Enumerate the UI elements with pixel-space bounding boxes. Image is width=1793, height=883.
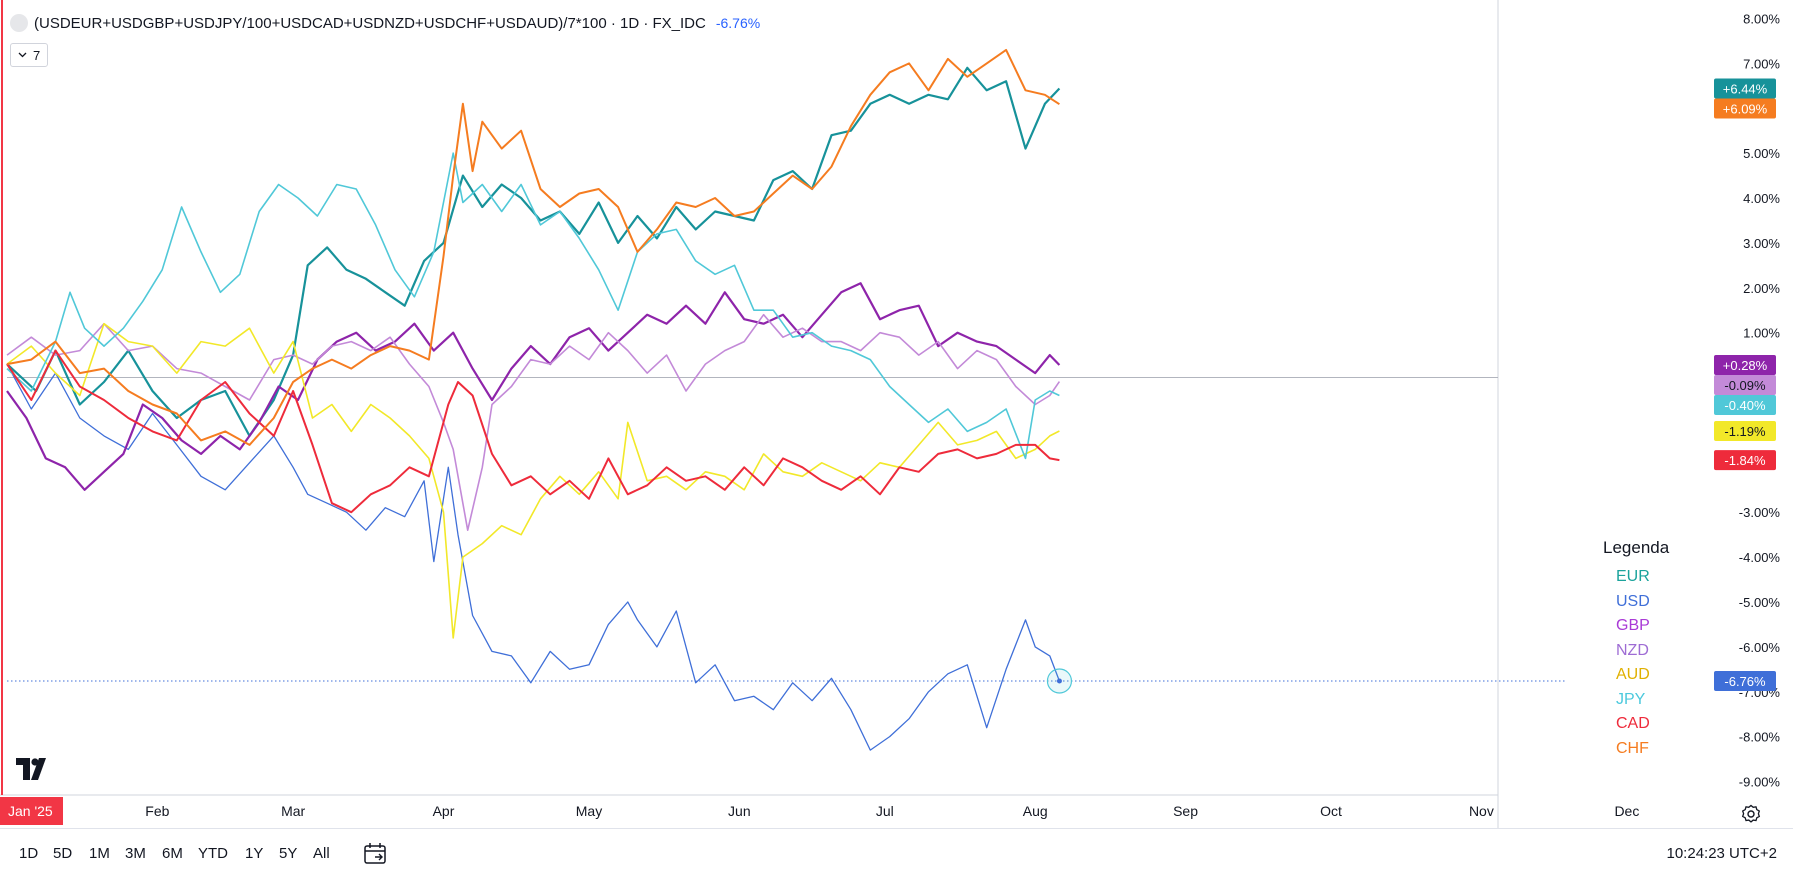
y-tick-label: 5.00% [1743, 146, 1780, 161]
last-value-badge-chf [1714, 98, 1776, 119]
range-button-1m[interactable]: 1M [89, 845, 110, 862]
range-button-1d[interactable]: 1D [19, 845, 39, 862]
x-tick-label: Jul [876, 803, 894, 819]
y-tick-label: -8.00% [1739, 730, 1781, 745]
series-line-aud[interactable] [6, 322, 1060, 639]
x-tick-label: May [576, 803, 602, 819]
chart-change: -6.76% [715, 15, 761, 31]
legend-item-cad: CAD [1616, 715, 1650, 732]
last-value-badge-label: -0.40% [1724, 398, 1766, 413]
last-value-badge-label: +6.44% [1723, 81, 1768, 96]
y-tick-label: -3.00% [1739, 505, 1781, 520]
y-tick-label: -6.00% [1739, 640, 1781, 655]
series-line-nzd[interactable] [6, 313, 1061, 531]
y-tick-label: 8.00% [1743, 11, 1780, 26]
legend-item-jpy: JPY [1616, 690, 1646, 708]
tradingview-logo-icon[interactable] [16, 758, 54, 780]
last-value-badge-gbp [1714, 354, 1776, 375]
legend-item-gbp: GBP [1616, 617, 1650, 634]
series-line-eur[interactable] [6, 66, 1061, 437]
last-value-badge-label: -1.84% [1724, 453, 1766, 468]
last-value-badge-label: +6.09% [1723, 101, 1768, 116]
y-tick-label: -4.00% [1739, 550, 1781, 565]
y-tick-label: -9.00% [1739, 775, 1781, 790]
legend-title: Legenda [1603, 538, 1670, 557]
last-value-badge-eur [1714, 78, 1776, 99]
crosshair-dot [1056, 678, 1062, 684]
last-value-badge-label: -6.76% [1724, 674, 1766, 689]
y-tick-label: 4.00% [1743, 191, 1780, 206]
range-button-3m[interactable]: 3M [125, 845, 146, 862]
last-value-badge-label: -0.09% [1724, 378, 1766, 393]
x-tick-label: Aug [1023, 803, 1048, 819]
x-tick-label: Sep [1173, 803, 1198, 819]
series-line-jpy[interactable] [6, 152, 1060, 460]
last-value-badge-nzd [1714, 374, 1776, 395]
y-tick-label: 1.00% [1743, 326, 1780, 341]
indicator-count: 7 [33, 47, 41, 63]
y-tick-label: 7.00% [1743, 56, 1780, 71]
x-tick-label: Nov [1469, 803, 1494, 819]
symbol-logo-icon [10, 14, 28, 32]
x-tick-label: Dec [1614, 803, 1639, 819]
legend-item-eur: EUR [1616, 568, 1650, 585]
last-value-badge-label: +0.28% [1723, 358, 1768, 373]
range-button-5d[interactable]: 5D [53, 845, 73, 862]
chart-title[interactable]: (USDEUR+USDGBP+USDJPY/100+USDCAD+USDNZD+… [34, 14, 706, 32]
legend-item-chf: CHF [1616, 739, 1649, 757]
range-button-5y[interactable]: 5Y [279, 845, 298, 862]
legend-item-aud: AUD [1616, 666, 1650, 683]
x-tick-label: Jan '25 [8, 803, 53, 819]
series-line-cad[interactable] [6, 349, 1060, 514]
indicators-toggle-button[interactable]: 7 [10, 43, 49, 67]
x-tick-label: Apr [433, 803, 455, 819]
series-line-usd[interactable] [6, 363, 1061, 751]
chevron-down-icon [18, 52, 27, 58]
range-button-all[interactable]: All [313, 845, 330, 862]
range-button-6m[interactable]: 6M [162, 845, 183, 862]
x-tick-label: Jun [728, 803, 751, 819]
y-tick-label: 2.00% [1743, 281, 1780, 296]
calendar-goto-icon[interactable] [363, 842, 389, 866]
last-value-badge-label: -1.19% [1724, 424, 1766, 439]
legend-item-usd: USD [1616, 592, 1650, 610]
last-value-badge-usd [1714, 670, 1776, 691]
last-value-badge-aud [1714, 420, 1776, 441]
range-button-1y[interactable]: 1Y [245, 845, 264, 862]
last-value-badge-jpy [1714, 394, 1776, 415]
x-tick-label: Mar [281, 803, 305, 819]
settings-gear-icon[interactable] [1741, 804, 1761, 824]
clock[interactable]: 10:24:23 UTC+2 [1666, 845, 1778, 862]
x-tick-label: Oct [1320, 803, 1342, 819]
y-tick-label: 3.00% [1743, 236, 1780, 251]
y-tick-label: -5.00% [1739, 595, 1781, 610]
last-value-badge-cad [1714, 450, 1776, 471]
time-axis-highlight [0, 797, 63, 825]
series-line-gbp[interactable] [6, 282, 1061, 491]
legend-item-nzd: NZD [1616, 641, 1649, 659]
x-tick-label: Feb [145, 803, 169, 819]
bottom-toolbar: 1D 5D 1M 3M 6M YTD 1Y 5Y All 10:24:23 UTC+2 [0, 828, 1793, 883]
range-button-ytd[interactable]: YTD [198, 845, 228, 862]
series-line-chf[interactable] [6, 48, 1060, 446]
chart-title-row: (USDEUR+USDGBP+USDJPY/100+USDCAD+USDNZD+… [10, 12, 760, 34]
